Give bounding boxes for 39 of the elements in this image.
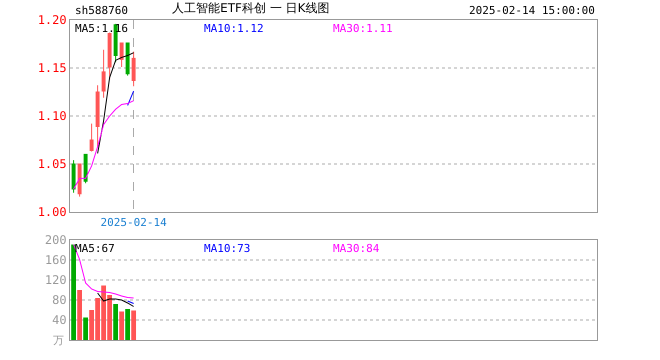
text: MA30:84 <box>333 242 380 255</box>
y-tick-label: 1.10 <box>38 109 67 124</box>
candlestick <box>96 84 100 148</box>
line-series <box>73 244 134 298</box>
y-tick-label: 1.05 <box>38 157 67 172</box>
bar <box>77 290 82 340</box>
candlestick <box>78 164 82 198</box>
bar <box>71 244 76 340</box>
line-series <box>73 100 134 190</box>
bar <box>83 318 88 340</box>
y-tick-label: 1.20 <box>38 13 67 28</box>
text: MA10:73 <box>204 242 250 255</box>
bar <box>113 304 118 340</box>
text: 人工智能ETF科创 一 日K线图 <box>172 0 330 15</box>
y-tick-label: 160 <box>44 253 67 268</box>
y-tick-label: 1.00 <box>38 205 67 220</box>
bar <box>131 310 136 340</box>
y-tick-label: 80 <box>52 293 67 308</box>
y-tick-label: 200 <box>44 233 67 248</box>
candlestick <box>132 51 136 87</box>
y-tick-label: 120 <box>44 273 67 288</box>
y-axis-title: 万 <box>53 334 64 347</box>
text: sh588760 <box>75 4 128 17</box>
candlestick <box>126 42 130 76</box>
bar <box>125 309 130 340</box>
candlestick <box>84 154 88 184</box>
candlestick <box>102 49 106 98</box>
y-tick-label: 1.15 <box>38 61 67 76</box>
line-series <box>97 292 134 307</box>
text: MA30:1.11 <box>333 22 393 35</box>
text: MA10:1.12 <box>204 22 264 35</box>
line-series <box>97 52 134 154</box>
candlestick <box>72 160 76 194</box>
y-tick-label: 40 <box>52 313 67 328</box>
x-tick-label: 2025-02-14 <box>100 216 168 230</box>
candlestick <box>90 123 94 152</box>
text: 2025-02-14 15:00:00 <box>469 4 595 17</box>
bar <box>119 312 124 340</box>
candlestick <box>120 42 124 68</box>
